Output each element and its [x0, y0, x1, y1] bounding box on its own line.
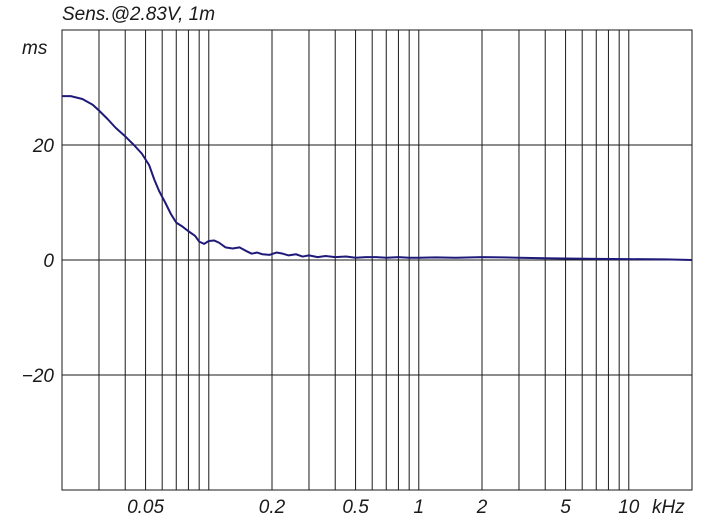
x-tick-label: 0.05: [127, 497, 164, 518]
grid-layer: [62, 30, 692, 490]
x-tick-label: 1: [413, 497, 424, 518]
x-tick-label: 5: [560, 497, 571, 518]
label-layer: Sens.@2.83V, 1m ms kHz 20 0 −20 0.05 0.2 0.5 1…: [22, 4, 685, 518]
y-tick-label: 0: [43, 251, 54, 272]
x-tick-label: 10: [618, 497, 640, 518]
chart-title: Sens.@2.83V, 1m: [62, 4, 215, 25]
x-axis-unit-label: kHz: [652, 497, 685, 518]
x-tick-label: 0.5: [342, 497, 369, 518]
x-tick-label: 2: [476, 497, 488, 518]
series-line: [62, 95, 693, 261]
x-tick-label: 0.2: [259, 497, 286, 518]
y-tick-label: −20: [22, 366, 55, 387]
y-tick-label: 20: [32, 136, 55, 157]
series-layer: [62, 95, 693, 261]
y-axis-unit-label: ms: [22, 38, 48, 59]
